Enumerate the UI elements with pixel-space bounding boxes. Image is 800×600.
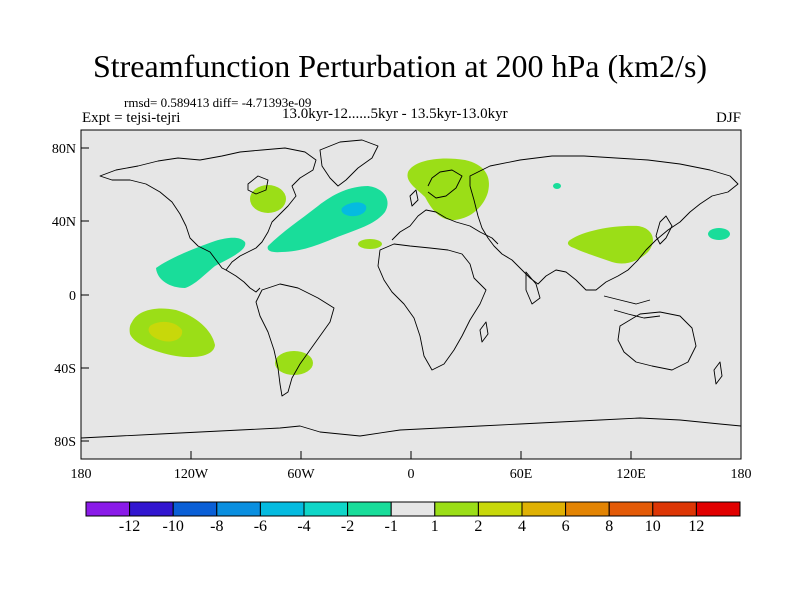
coast-asia xyxy=(469,155,739,291)
contour-negative-atlantic-core xyxy=(341,202,367,217)
plot-title: Streamfunction Perturbation at 200 hPa (… xyxy=(92,48,708,84)
colorbar-box xyxy=(434,501,479,517)
lat-label-40N: 40N xyxy=(52,215,76,230)
lat-tick-marks xyxy=(81,147,89,442)
lon-label-180e: 180 xyxy=(731,467,752,482)
lon-label-120W: 120W xyxy=(174,467,209,482)
stats-line: rmsd= 0.589413 diff= -4.71393e-09 xyxy=(124,95,312,110)
colorbar-box xyxy=(695,501,741,517)
lon-label-0: 0 xyxy=(408,467,415,482)
lon-tick-marks xyxy=(80,451,742,459)
contour-fills xyxy=(129,158,730,375)
lon-label-60E: 60E xyxy=(510,467,533,482)
colorbar-label: 4 xyxy=(518,518,526,535)
contour-positive-azores xyxy=(358,239,382,249)
colorbar-label: 12 xyxy=(688,518,705,535)
coast-hudson-bay xyxy=(247,175,269,195)
season-label: DJF xyxy=(715,110,741,126)
colorbar-label: -6 xyxy=(253,518,268,535)
coast-north-america xyxy=(99,147,317,271)
colorbar-box xyxy=(85,501,131,517)
coast-antarctica xyxy=(80,417,742,439)
lon-label-180w: 180 xyxy=(71,467,92,482)
coast-uk xyxy=(409,189,419,207)
colorbar-box xyxy=(565,501,610,517)
lat-label-80N: 80N xyxy=(52,142,76,157)
contour-positive-south-pacific-core xyxy=(148,321,183,342)
coast-africa xyxy=(377,243,487,371)
colorbar-label: 1 xyxy=(430,518,439,535)
colorbar-label: 8 xyxy=(605,518,614,535)
contour-negative-north-pacific xyxy=(156,237,246,288)
colorbar-box xyxy=(216,501,261,517)
coast-south-america xyxy=(255,283,335,397)
lon-label-60W: 60W xyxy=(287,467,315,482)
lat-label-0: 0 xyxy=(69,289,76,304)
colorbar-label: -1 xyxy=(384,518,398,535)
coastlines xyxy=(80,139,742,439)
coast-australia xyxy=(617,311,697,371)
colorbar-box xyxy=(390,501,436,517)
coast-madagascar xyxy=(479,321,489,343)
lat-label-40S: 40S xyxy=(54,362,76,377)
coast-greenland xyxy=(319,139,379,187)
colorbar-box xyxy=(477,501,523,517)
colorbar-label: -2 xyxy=(340,518,355,535)
colorbar-label: -12 xyxy=(118,518,141,535)
colorbar-label: -10 xyxy=(162,518,184,535)
colorbar-label: 2 xyxy=(474,518,483,535)
colorbar xyxy=(85,501,741,517)
colorbar-box xyxy=(303,501,349,517)
contour-negative-spot-asia xyxy=(553,183,561,189)
colorbar-box xyxy=(347,501,392,517)
colorbar-label: -8 xyxy=(210,518,224,535)
contour-positive-eastern-canada xyxy=(250,185,286,213)
coast-india xyxy=(525,271,541,305)
colorbar-box xyxy=(608,501,654,517)
colorbar-box xyxy=(521,501,567,517)
colorbar-box xyxy=(652,501,697,517)
coast-europe xyxy=(391,169,499,245)
period-label: 13.0kyr-12......5kyr - 13.5kyr-13.0kyr xyxy=(282,106,508,122)
experiment-label: Expt = tejsi-tejri xyxy=(82,110,181,126)
coast-japan xyxy=(655,215,673,245)
contour-positive-east-asia xyxy=(567,225,653,264)
contour-positive-south-america xyxy=(275,351,313,375)
colorbar-box xyxy=(172,501,218,517)
colorbar-box xyxy=(129,501,174,517)
coast-central-america xyxy=(225,269,261,293)
lon-label-120E: 120E xyxy=(616,467,646,482)
colorbar-box xyxy=(259,501,305,517)
lat-label-80S: 80S xyxy=(54,435,76,450)
colorbar-label: 6 xyxy=(561,518,570,535)
colorbar-label: 10 xyxy=(644,518,661,535)
coast-new-zealand xyxy=(713,361,723,385)
map-background xyxy=(81,130,741,459)
contour-negative-nw-pacific xyxy=(708,228,730,240)
contour-positive-scandinavia xyxy=(407,158,490,221)
colorbar-label: -4 xyxy=(297,518,311,535)
